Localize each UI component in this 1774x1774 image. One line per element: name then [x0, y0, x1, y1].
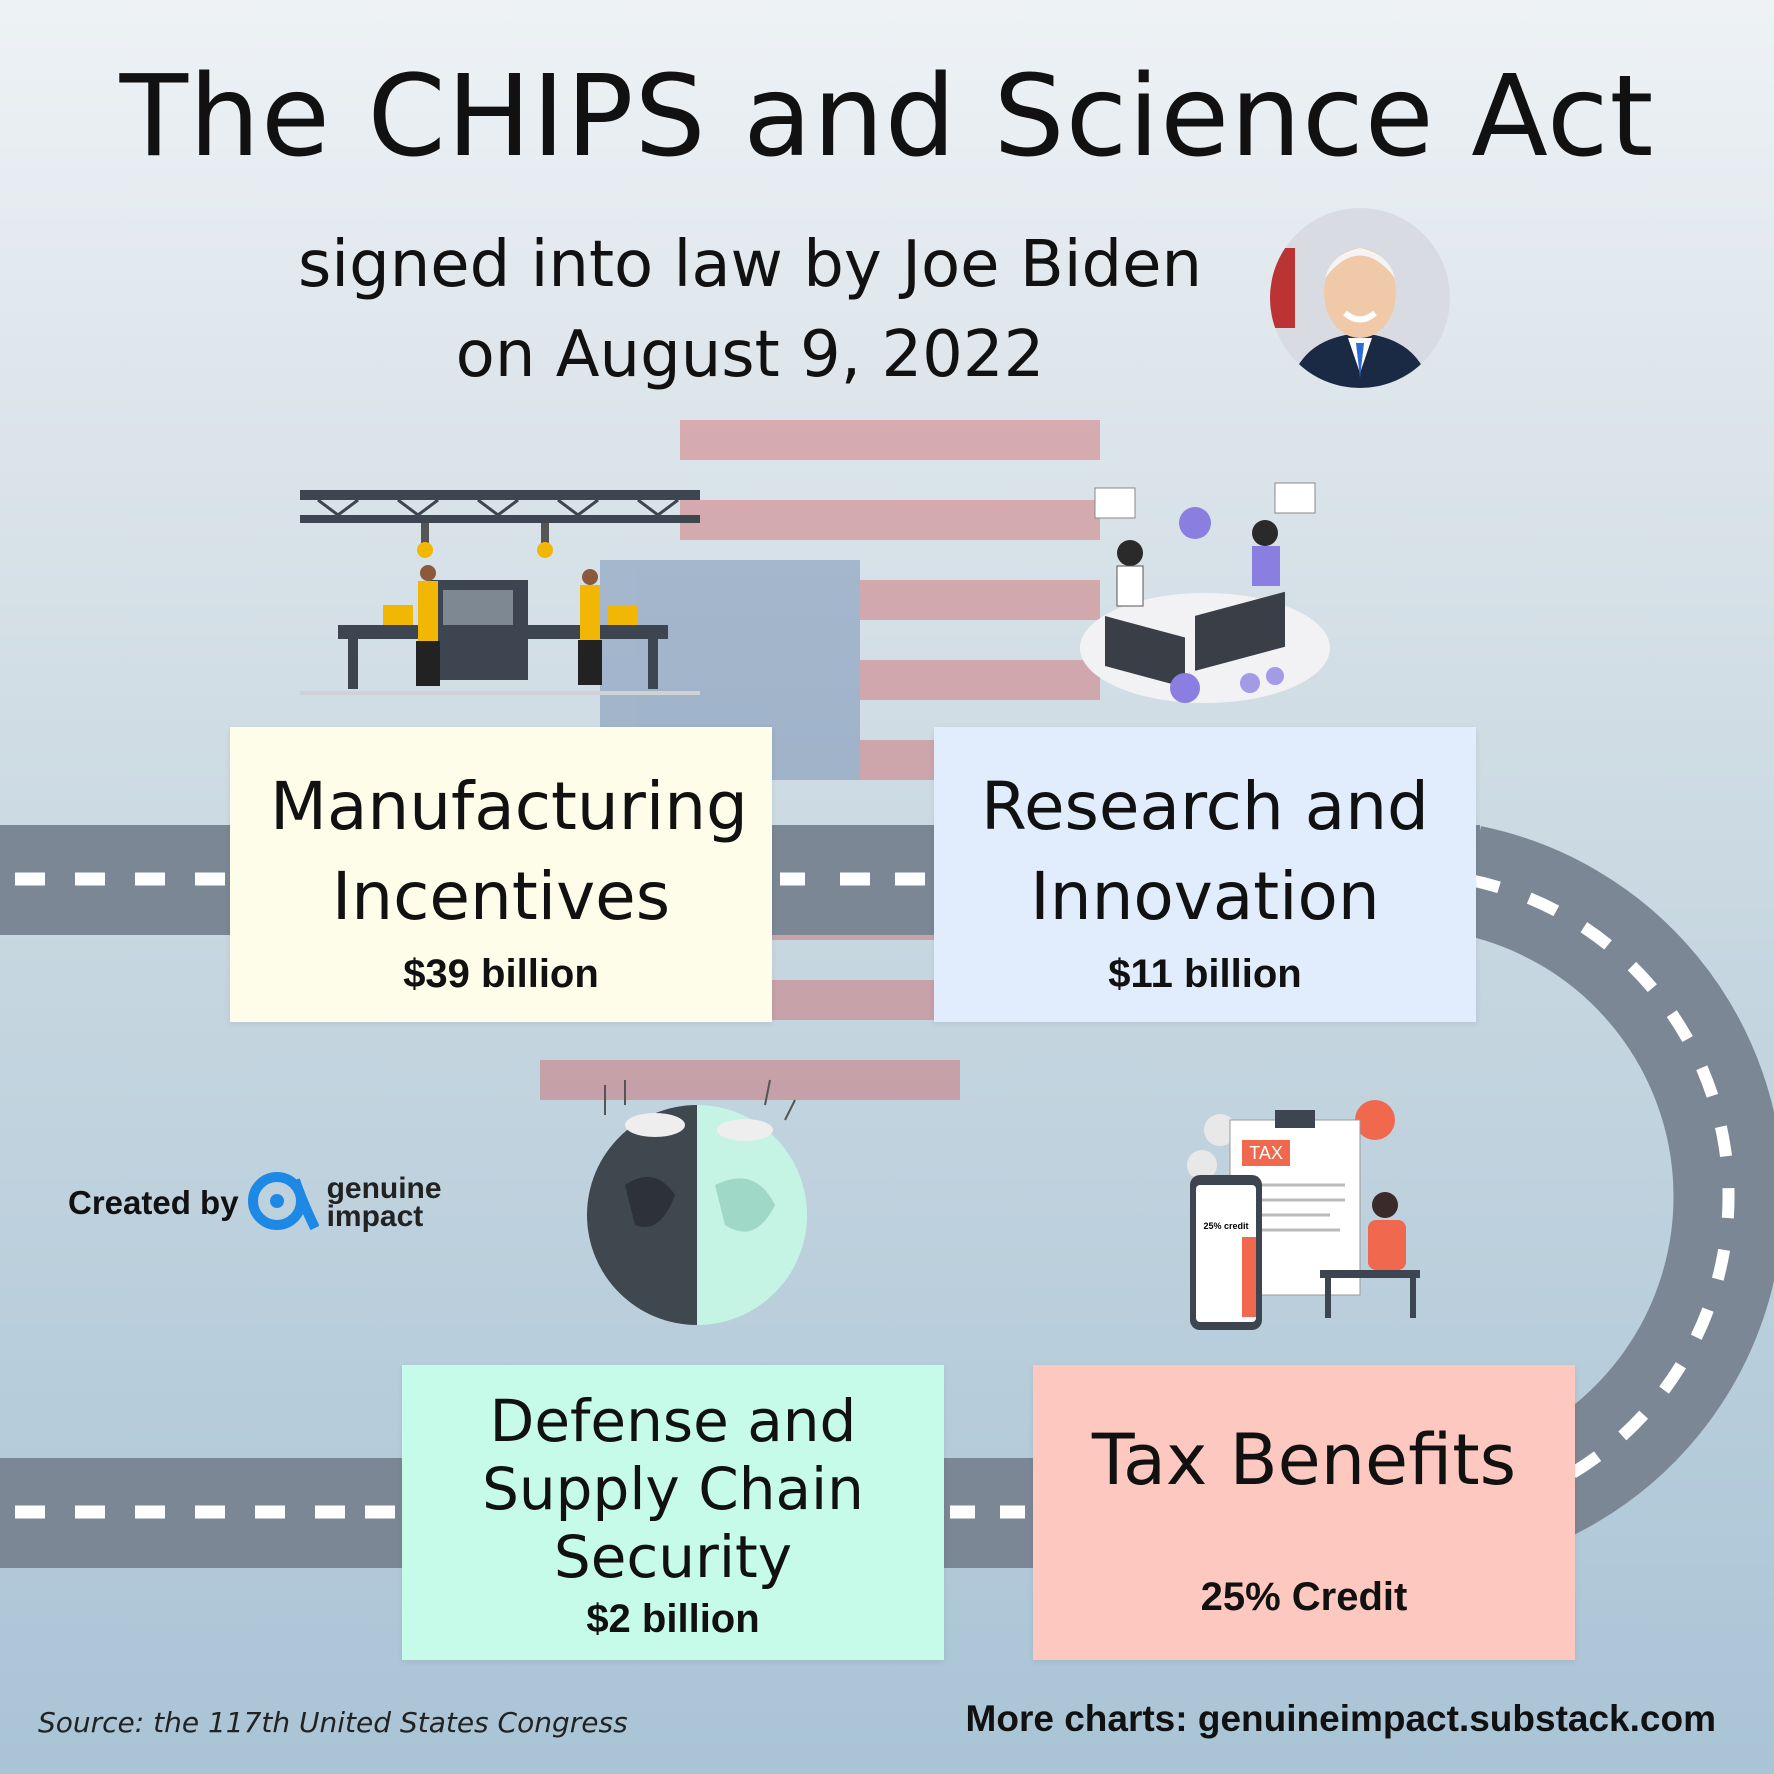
genuine-impact-logo-icon: [247, 1170, 320, 1236]
source-note: Source: the 117th United States Congress: [38, 1706, 628, 1739]
box-label: Manufacturing Incentives: [270, 768, 748, 935]
box-label: Research and Innovation: [981, 768, 1429, 935]
avatar-photo: [1270, 208, 1450, 388]
factory-illustration: [298, 485, 703, 700]
calculator-screen-text: 25% credit: [1203, 1221, 1248, 1231]
tax-illustration: TAX 25% credit: [1180, 1095, 1440, 1345]
box-manufacturing-incentives: Manufacturing Incentives $39 billion: [230, 727, 772, 1022]
subtitle-line-1: signed into law by Joe Biden: [297, 228, 1203, 302]
brand-name: genuine impact: [326, 1172, 442, 1233]
created-by-label: Created by: [68, 1184, 239, 1221]
box-amount: $2 billion: [586, 1597, 760, 1641]
brand-line-1: genuine: [326, 1172, 442, 1205]
box-research-and-innovation: Research and Innovation $11 billion: [934, 727, 1476, 1022]
more-charts-link[interactable]: More charts: genuineimpact.substack.com: [965, 1698, 1716, 1739]
road-dashes: [15, 872, 1025, 1519]
box-label: Defense and Supply Chain Security: [482, 1387, 864, 1591]
box-amount: $11 billion: [1108, 952, 1302, 996]
box-amount: 25% Credit: [1200, 1575, 1408, 1619]
box-tax-benefits: Tax Benefits 25% Credit: [1033, 1365, 1575, 1660]
subtitle-line-2: on August 9, 2022: [455, 318, 1045, 392]
box-defense-and-supply-chain: Defense and Supply Chain Security $2 bil…: [402, 1365, 944, 1660]
box-amount: $39 billion: [403, 952, 599, 996]
page-title: The CHIPS and Science Act: [119, 52, 1655, 182]
box-label: Tax Benefits: [1091, 1419, 1517, 1501]
tax-tag: TAX: [1249, 1143, 1283, 1163]
created-by-credit: Created by genuine impact: [68, 1170, 442, 1236]
globe-illustration: [565, 1075, 830, 1335]
brand-line-2: impact: [326, 1200, 424, 1233]
road-curve-dashes: [1468, 874, 1735, 1519]
research-illustration: [1075, 478, 1335, 718]
